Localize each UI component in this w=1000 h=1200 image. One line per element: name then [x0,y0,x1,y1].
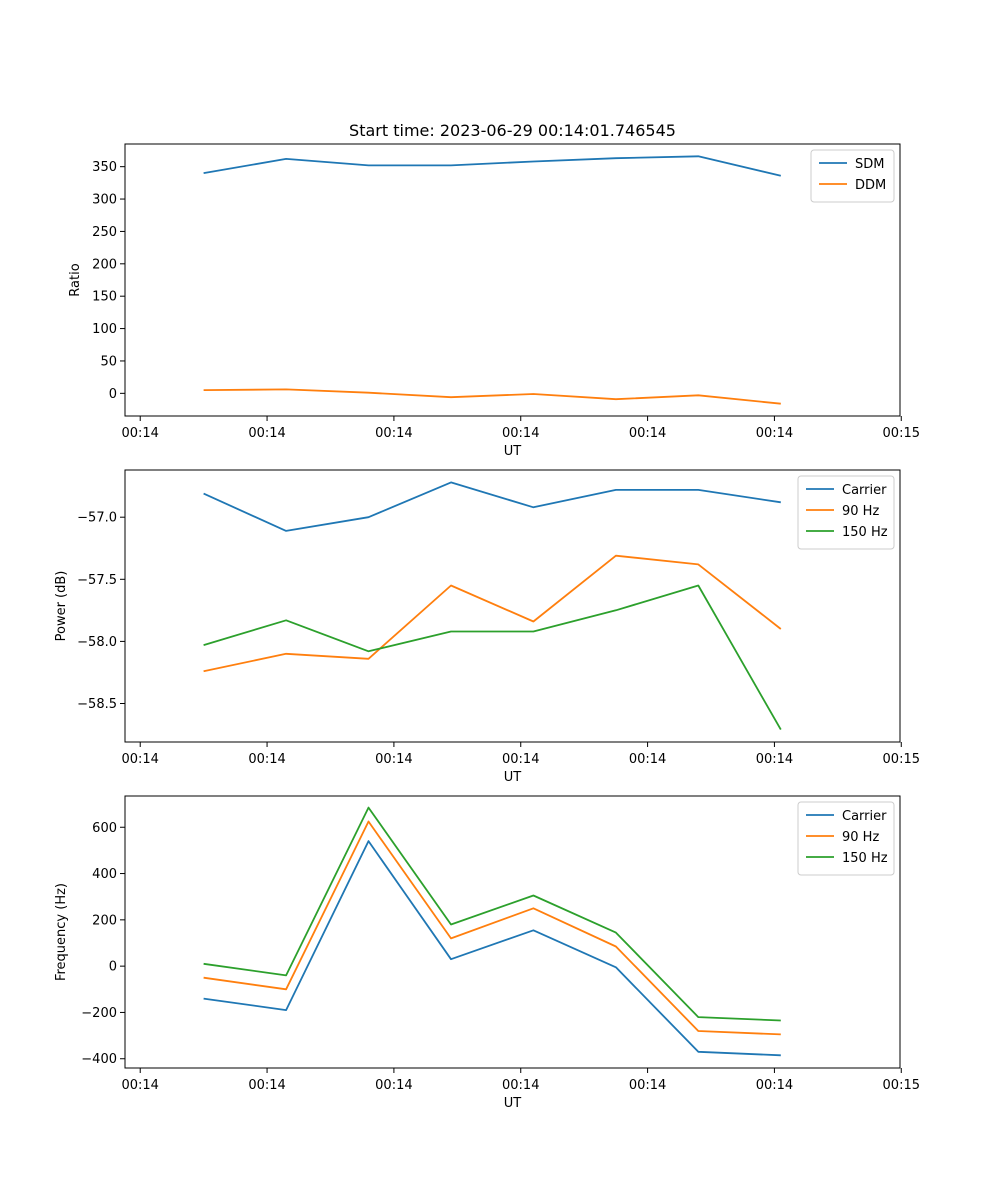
series-line-150-hz [203,584,782,731]
y-axis-label: Frequency (Hz) [54,883,69,981]
series-line-sdm [203,155,782,177]
x-tick-label: 00:14 [629,752,666,767]
y-tick-label: −200 [81,1006,117,1021]
subplot-1: 00:14 00:14 00:14 00:14 00:14 00:14 00:15 0 50 10… [68,143,920,459]
series-line-ddm [203,388,781,405]
x-tick-label: 00:14 [756,752,793,767]
series-line-carrier [203,840,781,1057]
x-tick-label: 00:14 [248,1078,285,1093]
x-tick-label: 00:14 [375,1078,412,1093]
x-tick-label: 00:14 [121,426,158,441]
y-tick-label: 100 [92,322,117,337]
x-tick-label: 00:14 [629,426,666,441]
x-tick-label: 00:14 [756,426,793,441]
plot-frame [124,469,901,743]
x-tick-label: 00:14 [502,426,539,441]
x-axis-label: UT [504,444,522,459]
x-tick-label: 00:14 [375,426,412,441]
legend-label: DDM [855,178,886,193]
y-tick-label: −400 [81,1052,117,1067]
series-line-90-hz [203,554,782,673]
y-axis-label: Power (dB) [54,571,69,642]
series-line-150-hz [203,806,781,1022]
y-tick-label: −58.5 [77,697,117,712]
subplot-2: 00:14 00:14 00:14 00:14 00:14 00:14 00:15 −57.0… [54,469,920,785]
x-tick-label: 00:14 [502,752,539,767]
y-tick-label: 50 [100,354,117,369]
legend-label: 150 Hz [842,851,888,866]
legend-label: SDM [855,157,884,172]
legend-label: 90 Hz [842,830,879,845]
y-tick-label: 0 [109,960,117,975]
plot-frame [124,143,901,417]
x-tick-label: 00:15 [883,1078,920,1093]
y-tick-label: 250 [92,225,117,240]
x-tick-label: 00:14 [121,752,158,767]
y-tick-label: −57.0 [77,511,117,526]
x-tick-label: 00:14 [502,1078,539,1093]
y-tick-label: −57.5 [77,573,117,588]
y-tick-label: 400 [92,867,117,882]
x-tick-label: 00:14 [375,752,412,767]
x-tick-label: 00:14 [629,1078,666,1093]
legend-label: 90 Hz [842,504,879,519]
legend: SDM DDM [810,149,895,203]
x-tick-label: 00:15 [883,752,920,767]
legend-label: Carrier [842,483,887,498]
x-axis-label: UT [504,770,522,785]
y-tick-label: 600 [92,821,117,836]
y-axis-label: Ratio [68,263,83,296]
legend: Carrier 90 Hz 150 Hz [797,475,895,550]
x-tick-label: 00:14 [121,1078,158,1093]
x-tick-label: 00:14 [248,426,285,441]
y-tick-label: 0 [109,387,117,402]
y-tick-label: 350 [92,160,117,175]
plot-frame [124,795,901,1069]
y-tick-label: 200 [92,913,117,928]
legend: Carrier 90 Hz 150 Hz [797,801,895,876]
x-axis-label: UT [504,1096,522,1111]
x-tick-label: 00:14 [756,1078,793,1093]
subplot-3: 00:14 00:14 00:14 00:14 00:14 00:14 00:15 −400 −… [54,795,920,1111]
y-tick-label: 200 [92,257,117,272]
y-tick-label: 150 [92,290,117,305]
series-line-90-hz [203,820,781,1036]
chart-title: Start time: 2023-06-29 00:14:01.746545 [349,121,676,140]
legend-label: 150 Hz [842,525,888,540]
series-line-carrier [203,481,781,532]
y-tick-label: −58.0 [77,635,117,650]
y-tick-label: 300 [92,193,117,208]
legend-label: Carrier [842,809,887,824]
x-tick-label: 00:14 [248,752,285,767]
x-tick-label: 00:15 [883,426,920,441]
